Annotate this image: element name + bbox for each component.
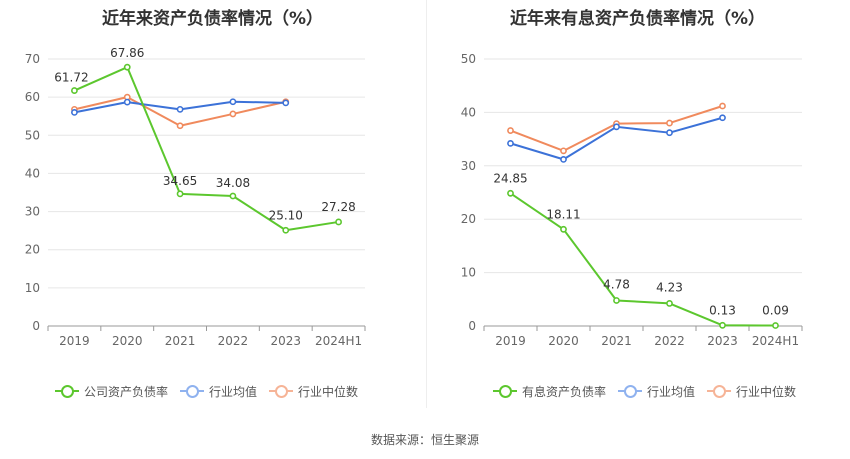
legend-label-company: 公司资产负债率 [84,384,169,399]
data-point [123,98,131,106]
data-label: 34.65 [163,174,197,188]
data-label: 24.85 [493,171,527,185]
legend-label-mean: 行业均值 [209,384,258,399]
y-tick-label: 30 [461,159,476,173]
x-tick-label: 2022 [218,334,249,348]
data-label: 61.72 [54,71,88,85]
data-point [560,155,567,163]
chart-title-left: 近年来资产负债率情况（%） [101,9,324,29]
y-tick-label: 20 [461,212,476,226]
x-tick-label: 2023 [707,334,738,348]
data-point [613,297,620,304]
legend-swatch-mean-2 [618,384,643,398]
legend-dot [275,385,289,398]
x-tick-label: 2024H1 [752,334,799,348]
legend-dot [61,385,74,398]
legend-item-industry-mean[interactable]: 行业均值 [180,383,257,400]
x-tick-label: 2022 [654,334,685,348]
data-point [229,98,237,106]
data-point [772,322,779,329]
data-point [507,189,514,197]
data-label: 0.09 [762,304,789,318]
legend-dot [713,385,727,398]
data-point [176,190,184,198]
y-tick-label: 0 [468,319,476,333]
y-tick-label: 40 [461,105,476,119]
data-label: 34.08 [216,176,250,190]
data-label: 25.10 [269,208,303,222]
data-label: 67.86 [110,46,144,60]
legend-label-median: 行业中位数 [298,384,359,399]
data-point [560,225,567,233]
data-point [666,300,673,307]
data-point [719,102,726,110]
data-point [335,218,342,226]
x-tick-label: 2023 [270,334,301,348]
legend-item-industry-median-2[interactable]: 行业中位数 [707,383,796,400]
data-source: 数据来源：恒生聚源 [370,433,479,447]
y-tick-label: 50 [461,52,476,66]
legend-swatch-mean [180,384,205,398]
series-line-0 [74,66,339,232]
y-tick-label: 40 [25,166,40,180]
x-tick-label: 2020 [112,334,143,348]
data-label: 0.13 [709,303,736,317]
x-tick-label: 2020 [548,334,579,348]
data-point [507,127,514,134]
legend-dot [624,385,638,398]
data-label: 4.23 [656,280,683,294]
legend-label-mean-2: 行业均值 [647,384,696,399]
data-point [719,114,726,122]
data-point [123,63,131,71]
legend-right: 有息资产负债率 行业均值 行业中位数 [493,381,808,401]
y-tick-label: 0 [32,319,40,333]
y-tick-label: 70 [25,52,40,66]
y-tick-label: 10 [461,266,476,280]
data-point [719,321,726,329]
data-point [666,129,673,137]
data-point [229,192,237,200]
legend-left: 公司资产负债率 行业均值 行业中位数 [55,381,370,401]
legend-swatch-company [55,384,79,398]
legend-dot [499,385,512,398]
legend-item-interest[interactable]: 有息资产负债率 [493,383,606,400]
x-tick-label: 2024H1 [315,334,362,348]
legend-item-company[interactable]: 公司资产负债率 [55,383,168,400]
data-point [282,226,290,234]
x-tick-label: 2019 [59,334,90,348]
data-label: 18.11 [546,207,580,221]
y-tick-label: 60 [25,90,40,104]
data-point [176,105,184,113]
chart-title-right: 近年来有息资产负债率情况（%） [509,9,766,29]
data-point [613,123,620,131]
y-tick-label: 20 [25,243,40,257]
data-point [176,122,184,130]
data-point [560,147,567,155]
legend-item-industry-mean-2[interactable]: 行业均值 [618,383,695,400]
legend-label-interest: 有息资产负债率 [522,384,607,399]
x-tick-label: 2021 [165,334,196,348]
y-tick-label: 30 [25,205,40,219]
data-label: 4.78 [603,277,630,291]
legend-swatch-interest [493,384,517,398]
legend-swatch-median-2 [707,384,732,398]
charts-canvas: 0 10 20 30 40 50 60 70 2019 2020 2021 2022 2023 2024H… [25,46,803,348]
legend-item-industry-median[interactable]: 行业中位数 [269,383,358,400]
x-tick-label: 2019 [495,334,526,348]
series-line-0 [509,192,776,327]
data-point [71,87,78,94]
y-tick-label: 50 [25,128,40,142]
data-point [229,110,237,118]
data-point [507,139,514,147]
y-tick-label: 10 [25,281,40,295]
data-point [282,99,290,107]
legend-label-median-2: 行业中位数 [736,384,797,399]
panel-divider [426,0,427,408]
data-point [71,109,78,116]
legend-swatch-median [269,384,294,398]
data-label: 27.28 [321,200,355,214]
data-point [666,119,673,127]
x-tick-label: 2021 [601,334,632,348]
legend-dot [186,385,200,398]
